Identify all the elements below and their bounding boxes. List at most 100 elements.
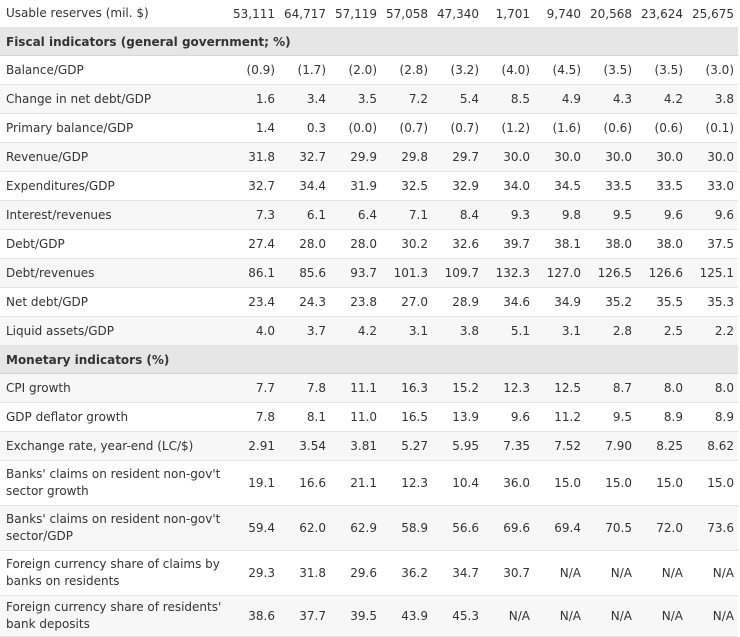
value-cell: 73.6 bbox=[687, 505, 738, 551]
value-cell: 8.25 bbox=[636, 431, 687, 461]
value-cell: 9.3 bbox=[483, 200, 534, 230]
value-cell: (0.7) bbox=[432, 113, 483, 143]
value-cell: 2.2 bbox=[687, 316, 738, 346]
value-cell: 3.1 bbox=[534, 316, 585, 346]
value-cell: 47,340 bbox=[432, 0, 483, 28]
value-cell: (3.2) bbox=[432, 55, 483, 85]
table-row: Expenditures/GDP 32.7 34.4 31.9 32.5 32.9 34.0… bbox=[0, 171, 738, 201]
value-cell: 30.2 bbox=[381, 229, 432, 259]
value-cell: 7.52 bbox=[534, 431, 585, 461]
value-cell: 3.7 bbox=[279, 316, 330, 346]
value-cell: 9.5 bbox=[585, 402, 636, 432]
value-cell: 15.0 bbox=[636, 460, 687, 506]
value-cell: 36.2 bbox=[381, 550, 432, 596]
row-label: Foreign currency share of residents' ban… bbox=[0, 595, 228, 637]
value-cell: 30.0 bbox=[585, 142, 636, 172]
value-cell: 3.8 bbox=[687, 84, 738, 114]
table-row: Change in net debt/GDP 1.6 3.4 3.5 7.2 5.4 8.5… bbox=[0, 84, 738, 114]
value-cell: 27.4 bbox=[228, 229, 279, 259]
value-cell: 9,740 bbox=[534, 0, 585, 28]
value-cell: 62.0 bbox=[279, 505, 330, 551]
row-label: Revenue/GDP bbox=[0, 142, 228, 172]
value-cell: 39.5 bbox=[330, 595, 381, 637]
row-label: Change in net debt/GDP bbox=[0, 84, 228, 114]
table-row: Revenue/GDP 31.8 32.7 29.9 29.8 29.7 30.0 30.0 3… bbox=[0, 142, 738, 172]
value-cell: 127.0 bbox=[534, 258, 585, 288]
value-cell: 109.7 bbox=[432, 258, 483, 288]
value-cell: N/A bbox=[687, 595, 738, 637]
value-cell: 29.8 bbox=[381, 142, 432, 172]
value-cell: 25,675 bbox=[687, 0, 738, 28]
value-cell: 32.7 bbox=[279, 142, 330, 172]
value-cell: 132.3 bbox=[483, 258, 534, 288]
value-cell: 30.0 bbox=[534, 142, 585, 172]
value-cell: 12.5 bbox=[534, 373, 585, 403]
value-cell: 33.5 bbox=[585, 171, 636, 201]
value-cell: 1.4 bbox=[228, 113, 279, 143]
row-label: Banks' claims on resident non-gov't sect… bbox=[0, 505, 228, 551]
value-cell: 11.2 bbox=[534, 402, 585, 432]
value-cell: 8.7 bbox=[585, 373, 636, 403]
value-cell: (4.5) bbox=[534, 55, 585, 85]
table-row: GDP deflator growth 7.8 8.1 11.0 16.5 13.9 9.6… bbox=[0, 402, 738, 432]
value-cell: 28.9 bbox=[432, 287, 483, 317]
value-cell: 15.0 bbox=[687, 460, 738, 506]
value-cell: 7.8 bbox=[279, 373, 330, 403]
value-cell: N/A bbox=[687, 550, 738, 596]
value-cell: 39.7 bbox=[483, 229, 534, 259]
value-cell: 12.3 bbox=[381, 460, 432, 506]
value-cell: 32.5 bbox=[381, 171, 432, 201]
table-row: Balance/GDP (0.9) (1.7) (2.0) (2.8) (3.2) (4.0… bbox=[0, 55, 738, 85]
value-cell: 35.5 bbox=[636, 287, 687, 317]
value-cell: 32.9 bbox=[432, 171, 483, 201]
value-cell: (1.7) bbox=[279, 55, 330, 85]
value-cell: 9.5 bbox=[585, 200, 636, 230]
value-cell: 23,624 bbox=[636, 0, 687, 28]
value-cell: 58.9 bbox=[381, 505, 432, 551]
value-cell: 3.5 bbox=[330, 84, 381, 114]
value-cell: 2.8 bbox=[585, 316, 636, 346]
value-cell: 27.0 bbox=[381, 287, 432, 317]
value-cell: 126.6 bbox=[636, 258, 687, 288]
value-cell: 4.2 bbox=[636, 84, 687, 114]
table-row: Liquid assets/GDP 4.0 3.7 4.2 3.1 3.8 5.1 3.1 2.… bbox=[0, 316, 738, 346]
value-cell: 93.7 bbox=[330, 258, 381, 288]
value-cell: 15.2 bbox=[432, 373, 483, 403]
value-cell: 32.6 bbox=[432, 229, 483, 259]
value-cell: 57,058 bbox=[381, 0, 432, 28]
value-cell: 3.54 bbox=[279, 431, 330, 461]
value-cell: 8.9 bbox=[636, 402, 687, 432]
value-cell: 7.1 bbox=[381, 200, 432, 230]
row-label: CPI growth bbox=[0, 373, 228, 403]
value-cell: (0.0) bbox=[330, 113, 381, 143]
value-cell: 8.9 bbox=[687, 402, 738, 432]
value-cell: 1,701 bbox=[483, 0, 534, 28]
value-cell: 16.6 bbox=[279, 460, 330, 506]
value-cell: (3.5) bbox=[585, 55, 636, 85]
value-cell: 30.0 bbox=[483, 142, 534, 172]
value-cell: 37.7 bbox=[279, 595, 330, 637]
value-cell: 7.90 bbox=[585, 431, 636, 461]
value-cell: 38.1 bbox=[534, 229, 585, 259]
table-row: Foreign currency share of residents' ban… bbox=[0, 595, 738, 637]
value-cell: N/A bbox=[534, 550, 585, 596]
row-label: Expenditures/GDP bbox=[0, 171, 228, 201]
value-cell: N/A bbox=[534, 595, 585, 637]
row-label: Primary balance/GDP bbox=[0, 113, 228, 143]
value-cell: 34.6 bbox=[483, 287, 534, 317]
value-cell: 72.0 bbox=[636, 505, 687, 551]
value-cell: 3.8 bbox=[432, 316, 483, 346]
value-cell: 126.5 bbox=[585, 258, 636, 288]
table-row: Foreign currency share of claims by bank… bbox=[0, 550, 738, 596]
value-cell: (1.2) bbox=[483, 113, 534, 143]
value-cell: 29.9 bbox=[330, 142, 381, 172]
value-cell: 16.5 bbox=[381, 402, 432, 432]
table-row: Debt/revenues 86.1 85.6 93.7 101.3 109.7 132.3… bbox=[0, 258, 738, 288]
section-title: Monetary indicators (%) bbox=[0, 345, 738, 374]
value-cell: 4.2 bbox=[330, 316, 381, 346]
value-cell: (3.5) bbox=[636, 55, 687, 85]
row-label: Debt/revenues bbox=[0, 258, 228, 288]
value-cell: 4.9 bbox=[534, 84, 585, 114]
table-row: Usable reserves (mil. $) 53,111 64,717 57,1… bbox=[0, 0, 738, 28]
value-cell: 23.4 bbox=[228, 287, 279, 317]
